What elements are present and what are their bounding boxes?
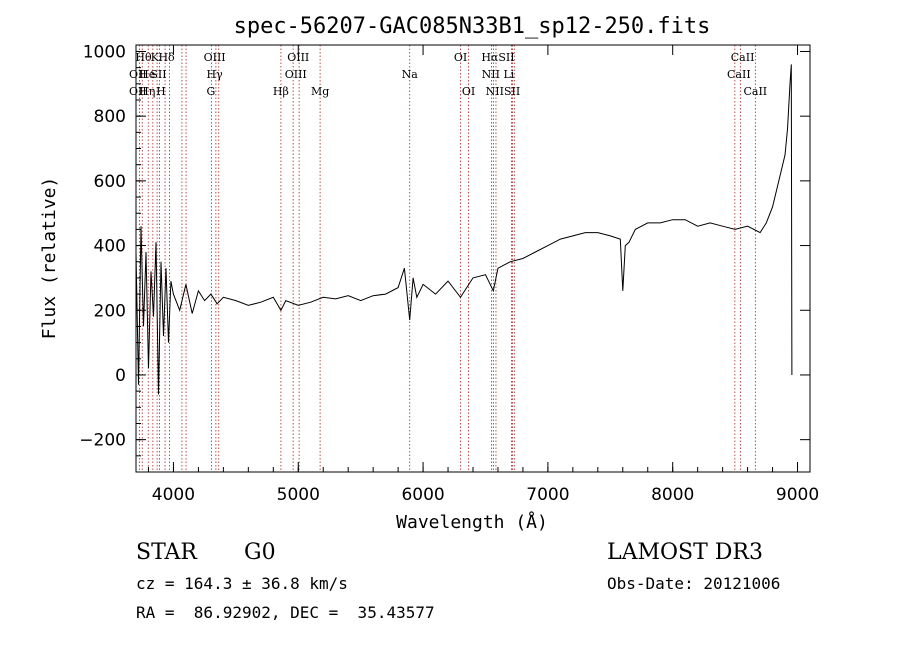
line-label-mid-1: He (139, 68, 155, 81)
line-label-top-0: Hθ (135, 51, 152, 64)
y-tick-label-600: 600 (94, 172, 126, 192)
line-label-top-6: HαSII (481, 51, 514, 64)
plot-frame (135, 44, 811, 473)
y-tick-label--200: −200 (79, 431, 126, 451)
ra-dec-coordinates: RA = 86.92902, DEC = 35.43577 (136, 603, 435, 622)
spectral-subclass: G0 (244, 540, 276, 565)
line-label-mid-0: OII (129, 68, 147, 81)
object-type: STAR (136, 540, 197, 565)
line-label-mid-3: Hγ (207, 68, 224, 81)
line-label-mid-4: OIII (285, 68, 307, 81)
line-label-low-4: Hβ (273, 85, 289, 98)
line-label-low-1: Hη (139, 85, 155, 98)
line-label-top-5: OI (454, 51, 467, 64)
redshift-velocity: cz = 164.3 ± 36.8 km/s (136, 574, 348, 593)
line-label-low-0: OII (129, 85, 147, 98)
y-tick-label-200: 200 (94, 301, 126, 321)
chart-title: spec-56207-GAC085N33B1_sp12-250.fits (234, 14, 711, 39)
line-label-mid-7: CaII (727, 68, 751, 81)
line-label-low-2: H (156, 85, 166, 98)
y-tick-label-0: 0 (115, 366, 126, 386)
y-axis-label: Flux (relative) (39, 177, 60, 340)
x-tick-label-4000: 4000 (152, 485, 195, 505)
x-tick-label-7000: 7000 (526, 485, 569, 505)
line-label-low-7: NIISII (486, 85, 521, 98)
line-label-top-3: OIII (204, 51, 226, 64)
x-tick-label-6000: 6000 (401, 485, 444, 505)
line-label-mid-2: SII (150, 68, 166, 81)
line-label-low-6: OI (462, 85, 475, 98)
spectrum-line-0 (135, 64, 793, 395)
x-axis-ticks: 4000 5000 6000 7000 8000 9000 (147, 45, 819, 505)
line-label-low-8: CaII (743, 85, 767, 98)
x-axis-label: Wavelength (Å) (396, 511, 548, 533)
survey-name: LAMOST DR3 (607, 540, 763, 565)
line-label-mid-6: NII Li (482, 68, 515, 81)
line-label-top-4: OIII (287, 51, 309, 64)
y-tick-label-800: 800 (94, 107, 126, 127)
emission-line-markers (138, 45, 756, 472)
observation-date: Obs-Date: 20121006 (607, 574, 781, 593)
y-tick-label-400: 400 (94, 237, 126, 257)
spectrum-series (135, 64, 793, 395)
line-label-low-5: Mg (311, 85, 329, 98)
x-tick-label-5000: 5000 (277, 485, 320, 505)
line-label-low-3: G (206, 85, 215, 98)
line-label-top-1: K (151, 51, 160, 64)
line-label-mid-5: Na (402, 68, 419, 81)
x-tick-label-8000: 8000 (651, 485, 694, 505)
x-tick-label-9000: 9000 (776, 485, 819, 505)
y-tick-label-1000: 1000 (83, 42, 126, 62)
line-label-top-2: Hδ (158, 51, 175, 64)
line-label-top-7: CaII (731, 51, 755, 64)
y-axis-ticks: −200 0 200 400 600 800 1000 (79, 42, 810, 473)
